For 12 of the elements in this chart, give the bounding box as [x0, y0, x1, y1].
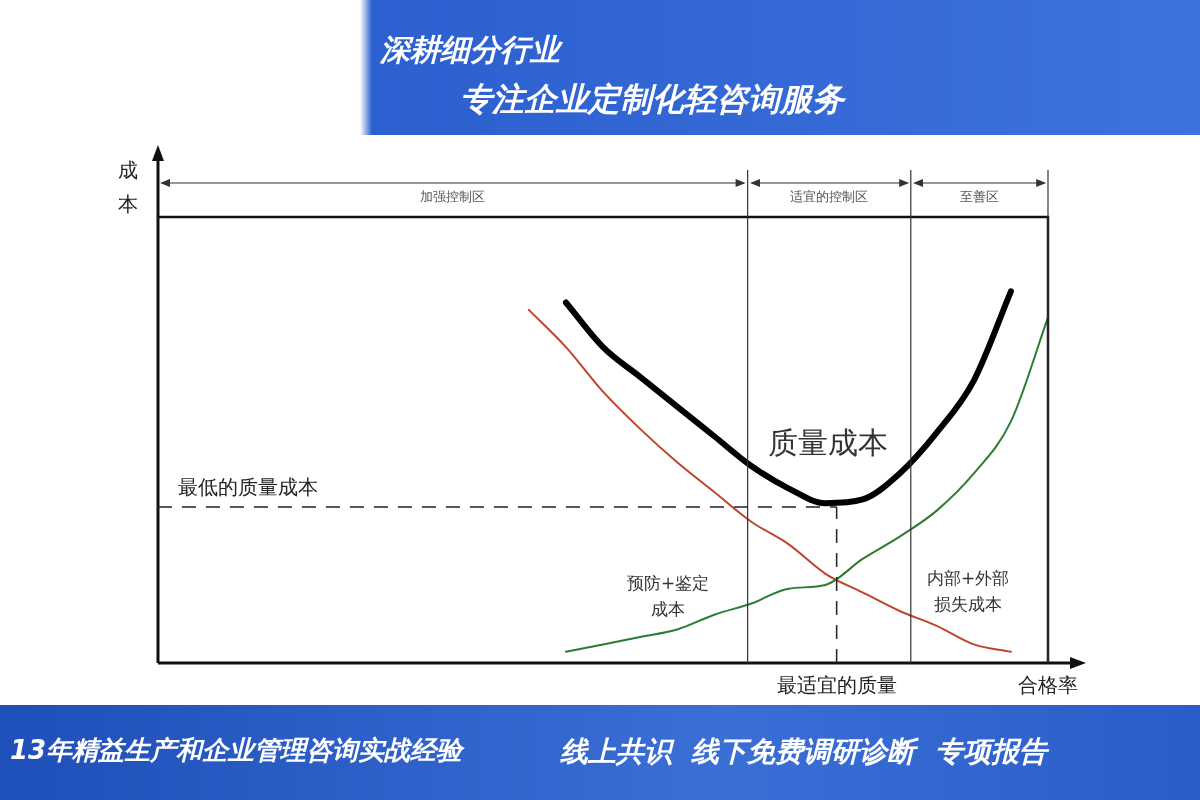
series-label: 质量成本: [768, 424, 888, 460]
text: 专注企业定制化轻咨询服务: [460, 79, 844, 120]
y-axis-title: 成本: [118, 158, 138, 217]
series-label: 预防+鉴定成本: [626, 573, 710, 620]
text: 适宜的控制区: [790, 189, 869, 205]
text: 加强控制区: [420, 189, 486, 205]
ref-line-label: 最低的质量成本: [178, 475, 318, 500]
text: 至善区: [959, 189, 999, 205]
text: 13年精益生产和企业管理咨询实战经验: [10, 734, 463, 767]
x-axis-title: 合格率: [1018, 673, 1078, 698]
series-label: 内部+外部损失成本: [926, 568, 1010, 615]
text: 最适宜的质量: [776, 673, 897, 698]
